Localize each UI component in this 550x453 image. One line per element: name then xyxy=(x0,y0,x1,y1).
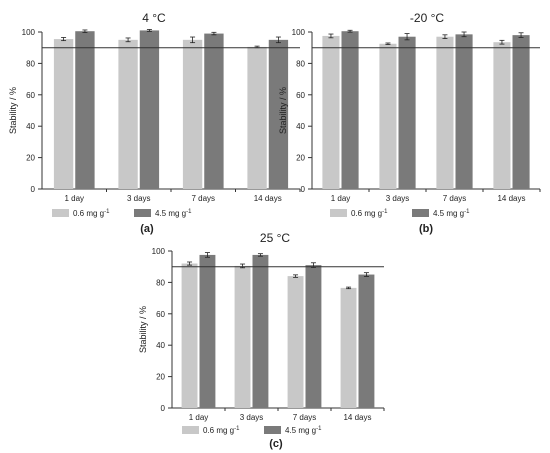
bar-series-1 xyxy=(379,43,397,190)
x-tick-label: 7 days xyxy=(293,413,317,422)
panel-label: (c) xyxy=(269,438,283,450)
bar-series-2 xyxy=(252,254,269,408)
bar-series-2 xyxy=(358,274,375,408)
chart-panel-a: 0 20 40 60 80 100 1 day 3 days 7 days 14 days 4 °C… xyxy=(8,11,301,235)
bar-series-1 xyxy=(436,36,454,190)
bar-series-1 xyxy=(287,276,304,408)
legend-unit-exponent: -1 xyxy=(316,426,322,432)
bar-series-1 xyxy=(234,265,251,408)
legend-swatch xyxy=(330,209,347,217)
bar-series-2 xyxy=(512,35,530,189)
legend-swatch xyxy=(182,426,199,434)
x-tick-label: 14 days xyxy=(343,413,371,422)
y-tick-label: 0 xyxy=(31,185,36,194)
legend-unit-exponent: -1 xyxy=(104,209,110,215)
bar-series-2 xyxy=(75,31,95,190)
chart-title: 25 °C xyxy=(260,231,290,245)
x-tick-label: 7 days xyxy=(443,194,467,203)
x-tick-label: 1 day xyxy=(64,194,84,203)
y-tick-label: 60 xyxy=(26,91,35,100)
x-tick-label: 7 days xyxy=(191,194,215,203)
panel-label: (b) xyxy=(419,223,433,235)
legend-label: 4.5 mg g-1 xyxy=(433,209,470,218)
bar-series-1 xyxy=(247,46,267,189)
legend-label-text: 4.5 mg g xyxy=(433,209,464,218)
y-tick-label: 40 xyxy=(296,122,305,131)
y-tick-label: 20 xyxy=(26,154,35,163)
y-tick-label: 60 xyxy=(296,91,305,100)
y-tick-label: 80 xyxy=(296,59,305,68)
bar-series-2 xyxy=(398,36,416,190)
bar-series-1 xyxy=(322,35,340,189)
bar-series-1 xyxy=(182,39,203,189)
legend-label: 4.5 mg g-1 xyxy=(285,426,322,435)
bar-series-2 xyxy=(204,33,224,189)
chart-title: -20 °C xyxy=(410,11,444,25)
y-tick-label: 100 xyxy=(22,28,36,37)
bar-series-1 xyxy=(53,39,74,189)
y-axis-label: Stability / % xyxy=(138,306,148,353)
x-tick-label: 3 days xyxy=(386,194,410,203)
bar-series-2 xyxy=(268,39,289,189)
x-tick-label: 14 days xyxy=(497,194,525,203)
bar-series-1 xyxy=(493,42,511,189)
legend-label-text: 4.5 mg g xyxy=(155,209,186,218)
x-tick-label: 3 days xyxy=(240,413,264,422)
legend-unit-exponent: -1 xyxy=(234,426,240,432)
y-tick-label: 40 xyxy=(156,341,165,350)
legend-label-text: 0.6 mg g xyxy=(203,426,234,435)
legend-unit-exponent: -1 xyxy=(382,209,388,215)
legend-unit-exponent: -1 xyxy=(464,209,470,215)
x-tick-label: 14 days xyxy=(254,194,282,203)
legend-swatch xyxy=(264,426,281,434)
y-tick-label: 80 xyxy=(156,278,165,287)
y-axis-label: Stability / % xyxy=(8,87,18,134)
y-tick-label: 40 xyxy=(26,122,35,131)
y-tick-label: 0 xyxy=(301,185,306,194)
legend-unit-exponent: -1 xyxy=(186,209,192,215)
bar-series-2 xyxy=(305,265,322,408)
y-tick-label: 20 xyxy=(156,373,165,382)
legend-label: 4.5 mg g-1 xyxy=(155,209,192,218)
panel-label: (a) xyxy=(140,223,154,235)
bar-series-2 xyxy=(455,34,473,190)
legend-label-text: 0.6 mg g xyxy=(351,209,382,218)
legend-label: 0.6 mg g-1 xyxy=(203,426,240,435)
y-tick-label: 100 xyxy=(152,247,166,256)
chart-panel-b: 0 20 40 60 80 100 1 day 3 days 7 days 14 days -20 … xyxy=(278,11,541,235)
bar-series-2 xyxy=(139,30,160,190)
bar-series-2 xyxy=(199,254,216,408)
legend-label: 0.6 mg g-1 xyxy=(351,209,388,218)
bar-series-2 xyxy=(341,31,359,190)
legend-swatch xyxy=(52,209,69,217)
x-tick-label: 1 day xyxy=(331,194,351,203)
y-tick-label: 100 xyxy=(292,28,306,37)
y-tick-label: 0 xyxy=(161,404,166,413)
x-tick-label: 3 days xyxy=(127,194,151,203)
bar-series-1 xyxy=(181,263,198,408)
legend-swatch xyxy=(134,209,151,217)
legend-label: 0.6 mg g-1 xyxy=(73,209,110,218)
y-tick-label: 60 xyxy=(156,310,165,319)
chart-panel-c: 0 20 40 60 80 100 1 day 3 days 7 days 14 days 25 °… xyxy=(138,231,385,450)
legend-label-text: 0.6 mg g xyxy=(73,209,104,218)
y-tick-label: 20 xyxy=(296,154,305,163)
bar-series-1 xyxy=(118,39,138,189)
y-axis-label: Stability / % xyxy=(278,87,288,134)
y-tick-label: 80 xyxy=(26,59,35,68)
legend-swatch xyxy=(412,209,429,217)
chart-title: 4 °C xyxy=(142,11,166,25)
legend-label-text: 4.5 mg g xyxy=(285,426,316,435)
x-tick-label: 1 day xyxy=(189,413,209,422)
bar-series-1 xyxy=(340,287,357,408)
